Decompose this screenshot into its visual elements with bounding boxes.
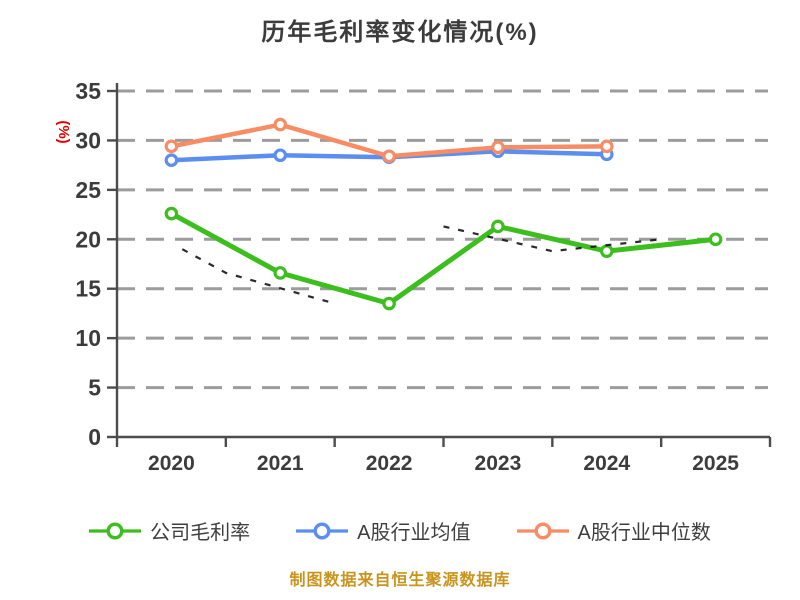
legend-marker-circle-icon	[296, 521, 349, 540]
legend-label: 公司毛利率	[150, 522, 251, 544]
legend-item-industry-median: A股行业中位数	[516, 516, 711, 545]
x-tick-label: 2025	[692, 452, 739, 475]
legend: 公司毛利率 A股行业均值 A股行业中位数	[0, 516, 800, 545]
company-gross-margin-point	[164, 206, 179, 221]
y-tick-label: 0	[88, 424, 101, 450]
legend-label: A股行业均值	[357, 522, 471, 544]
industry-median-point	[382, 149, 396, 164]
industry-mean-point	[273, 148, 288, 163]
legend-marker-circle-icon	[516, 521, 569, 540]
x-tick-label: 2021	[257, 452, 304, 475]
industry-median-point	[164, 139, 179, 154]
y-tick-label: 25	[75, 177, 101, 203]
y-tick-label: 30	[75, 127, 101, 153]
y-tick-label: 35	[75, 78, 101, 104]
company-gross-margin-point	[273, 266, 288, 280]
company-gross-margin-line	[168, 211, 719, 307]
industry-median-point	[599, 139, 614, 154]
y-tick-label: 20	[75, 226, 101, 252]
x-tick-label: 2024	[583, 452, 630, 475]
company-gross-margin-point	[491, 219, 505, 234]
legend-marker-circle-icon	[89, 521, 142, 540]
industry-median-point	[491, 140, 505, 155]
y-tick-label: 15	[75, 276, 101, 302]
company-gross-margin-point	[708, 232, 723, 247]
x-tick-label: 2020	[148, 452, 195, 475]
data-source-caption: 制图数据来自恒生聚源数据库	[289, 572, 511, 589]
legend-item-company-gross-margin: 公司毛利率	[89, 516, 250, 545]
chart-title: 历年毛利率变化情况(%)	[261, 19, 539, 46]
dashed-overlay-line	[443, 225, 662, 253]
legend-item-industry-mean: A股行业均值	[296, 516, 471, 545]
x-tick-label: 2023	[475, 452, 522, 475]
x-tick-label: 2022	[366, 452, 413, 475]
y-tick-label: 10	[75, 325, 101, 351]
company-gross-margin-point	[599, 244, 614, 258]
company-gross-margin-point	[382, 296, 396, 311]
industry-median-point	[273, 117, 288, 132]
legend-label: A股行业中位数	[577, 522, 711, 544]
y-tick-label: 5	[88, 375, 101, 401]
industry-mean-point	[164, 153, 179, 167]
dashed-overlay-line	[181, 248, 335, 305]
